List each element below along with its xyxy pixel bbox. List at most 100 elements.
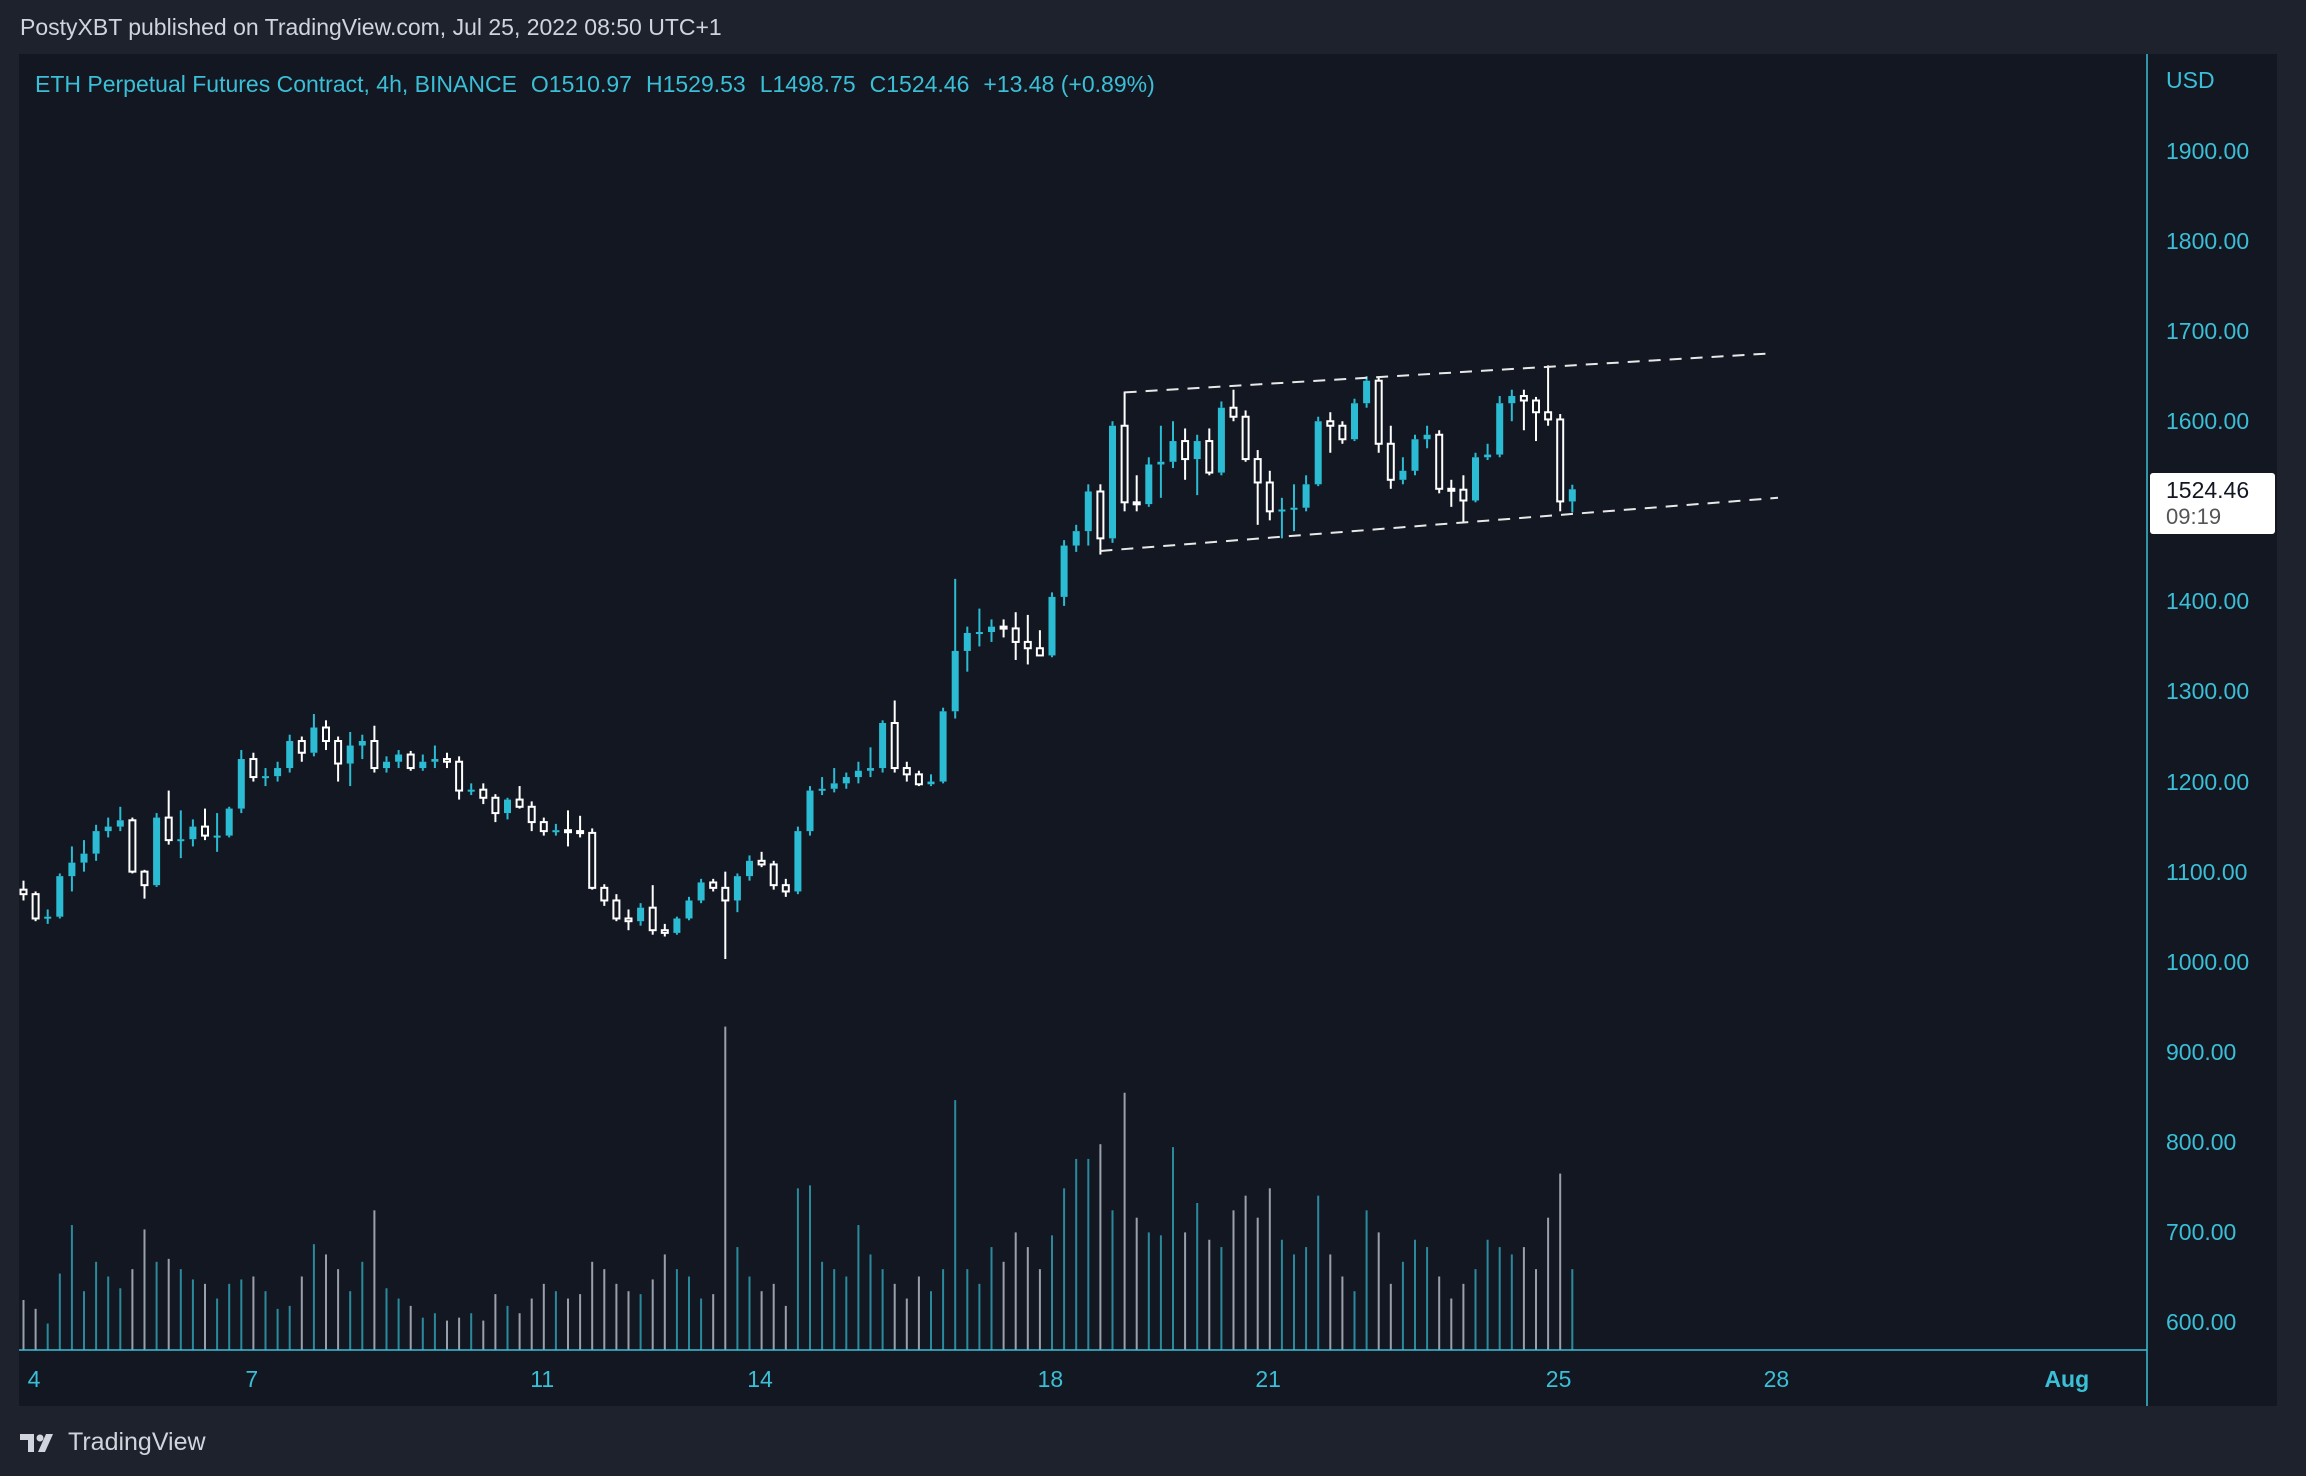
candle-down[interactable]	[297, 736, 306, 762]
candle-up[interactable]	[1314, 416, 1322, 487]
candle-down[interactable]	[455, 756, 464, 800]
candle-up[interactable]	[237, 750, 245, 814]
candle-down[interactable]	[1181, 428, 1190, 480]
candle-up[interactable]	[44, 909, 52, 924]
candle-down[interactable]	[140, 869, 149, 899]
candle-down[interactable]	[1265, 470, 1274, 521]
candle-up[interactable]	[419, 754, 427, 771]
candle-up[interactable]	[1399, 457, 1407, 485]
candle-up[interactable]	[1508, 389, 1516, 422]
candle-up[interactable]	[310, 714, 318, 757]
candle-up[interactable]	[988, 619, 995, 642]
channel-trendline[interactable]	[1100, 496, 1779, 552]
candle-down[interactable]	[999, 619, 1008, 638]
candle-up[interactable]	[1193, 434, 1201, 496]
candle-up[interactable]	[1568, 484, 1576, 513]
candle-down[interactable]	[479, 783, 488, 805]
candle-down[interactable]	[201, 808, 209, 841]
chart-panel[interactable]	[19, 54, 2277, 1406]
candle-up[interactable]	[1145, 457, 1153, 507]
candle-down[interactable]	[406, 750, 415, 771]
candle-up[interactable]	[346, 732, 354, 787]
candle-down[interactable]	[1386, 425, 1395, 489]
candle-down[interactable]	[322, 720, 330, 751]
candle-down[interactable]	[781, 878, 790, 897]
candle-down[interactable]	[249, 752, 258, 782]
candle-up[interactable]	[552, 823, 560, 836]
candle-down[interactable]	[576, 815, 585, 838]
candle-down[interactable]	[624, 909, 633, 931]
candle-up[interactable]	[733, 873, 741, 913]
candle-up[interactable]	[939, 707, 947, 784]
candle-down[interactable]	[721, 871, 730, 960]
candle-up[interactable]	[1109, 421, 1116, 543]
candle-down[interactable]	[1338, 421, 1347, 444]
candle-up[interactable]	[262, 768, 269, 787]
candle-down[interactable]	[648, 885, 657, 935]
candle-up[interactable]	[854, 761, 862, 784]
candle-down[interactable]	[1241, 410, 1250, 462]
candle-up[interactable]	[673, 916, 681, 935]
candle-down[interactable]	[1120, 391, 1129, 512]
candle-up[interactable]	[153, 813, 161, 887]
candle-down[interactable]	[1253, 450, 1262, 525]
candle-down[interactable]	[1229, 389, 1238, 422]
candle-up[interactable]	[68, 846, 76, 892]
candle-down[interactable]	[890, 700, 899, 773]
candle-up[interactable]	[189, 819, 197, 847]
candle-up[interactable]	[1084, 484, 1092, 546]
candle-up[interactable]	[1351, 398, 1358, 442]
candle-down[interactable]	[1459, 475, 1468, 523]
candle-down[interactable]	[1435, 430, 1444, 494]
candle-up[interactable]	[830, 768, 838, 793]
candle-down[interactable]	[1532, 396, 1540, 442]
candle-down[interactable]	[709, 878, 718, 892]
candle-up[interactable]	[806, 786, 814, 836]
candle-up[interactable]	[1157, 425, 1165, 498]
candle-down[interactable]	[370, 725, 379, 773]
candle-up[interactable]	[1411, 434, 1419, 476]
candle-down[interactable]	[1011, 612, 1020, 660]
candle-up[interactable]	[818, 777, 826, 796]
candle-up[interactable]	[1060, 540, 1068, 606]
candle-up[interactable]	[1423, 425, 1431, 449]
candle-down[interactable]	[527, 801, 536, 832]
candle-up[interactable]	[395, 750, 403, 769]
candle-up[interactable]	[867, 747, 874, 778]
candle-down[interactable]	[902, 761, 911, 782]
candle-up[interactable]	[1278, 497, 1286, 539]
candle-down[interactable]	[757, 851, 766, 868]
candle-up[interactable]	[104, 817, 112, 838]
candle-up[interactable]	[225, 806, 233, 838]
candle-down[interactable]	[564, 810, 572, 847]
candle-down[interactable]	[914, 770, 923, 787]
candle-down[interactable]	[1544, 365, 1553, 426]
candle-down[interactable]	[128, 817, 137, 874]
candle-up[interactable]	[1363, 376, 1371, 408]
candle-down[interactable]	[491, 794, 500, 823]
candle-up[interactable]	[1048, 592, 1056, 658]
candle-up[interactable]	[794, 826, 802, 895]
candle-down[interactable]	[443, 752, 451, 769]
candle-up[interactable]	[504, 797, 511, 820]
candle-up[interactable]	[975, 608, 983, 647]
candle-up[interactable]	[286, 734, 294, 773]
candle-up[interactable]	[56, 873, 64, 919]
candle-up[interactable]	[213, 813, 221, 852]
candle-down[interactable]	[164, 790, 173, 845]
candle-up[interactable]	[274, 761, 282, 782]
tradingview-logo[interactable]: TradingView	[20, 1428, 206, 1457]
candle-down[interactable]	[660, 923, 669, 937]
candle-up[interactable]	[177, 810, 185, 859]
candle-down[interactable]	[19, 880, 28, 901]
candle-up[interactable]	[358, 734, 366, 760]
candle-up[interactable]	[116, 806, 124, 832]
candle-up[interactable]	[879, 720, 887, 773]
candle-down[interactable]	[1132, 475, 1141, 512]
candle-down[interactable]	[588, 828, 597, 890]
candle-down[interactable]	[600, 884, 609, 906]
candle-down[interactable]	[539, 817, 548, 836]
candle-up[interactable]	[963, 626, 971, 672]
candle-down[interactable]	[1035, 630, 1044, 657]
candle-up[interactable]	[685, 896, 693, 921]
